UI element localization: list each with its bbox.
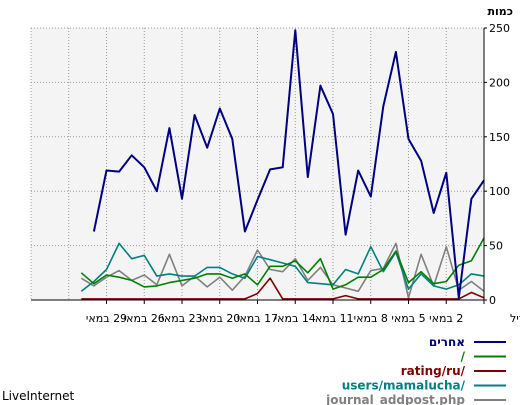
x-tick-label: 11 במאי xyxy=(312,312,353,325)
grid xyxy=(30,27,485,301)
x-tick-label: 20 במאי xyxy=(199,312,240,325)
x-tick-label: 5 במאי xyxy=(391,312,425,325)
legend: אחרים/rating/ru/users/mamalucha/journal_… xyxy=(325,335,506,405)
legend-label: / xyxy=(461,350,466,364)
series-line-1 xyxy=(92,29,485,299)
x-tick-label: 2 במאי xyxy=(429,312,463,325)
y-tick-label: 250 xyxy=(489,22,510,35)
y-tick-label: 150 xyxy=(489,131,510,144)
series-line-3 xyxy=(81,277,485,300)
series-group xyxy=(80,29,485,300)
y-tick-label: 0 xyxy=(489,294,496,307)
x-tick-label: 29 במאי xyxy=(86,312,127,325)
x-tick-label: 23 במאי xyxy=(161,312,202,325)
y-tick-label: 100 xyxy=(489,185,510,198)
x-tick-label: 14 במאי xyxy=(275,312,316,325)
legend-label: rating/ru/ xyxy=(401,364,466,378)
series-line-2 xyxy=(80,237,485,290)
x-tick-label: 29 באפריל xyxy=(510,312,520,325)
x-tick-label: 26 במאי xyxy=(124,312,165,325)
brand-label: LiveInternet xyxy=(2,389,74,403)
legend-label: users/mamalucha/ xyxy=(342,379,466,393)
y-tick-label: 200 xyxy=(489,76,510,89)
legend-label: journal_addpost.php xyxy=(325,393,465,405)
y-tick-labels: 0 50 100 150 200 250 xyxy=(484,22,510,307)
series-line-4 xyxy=(80,242,485,292)
y-axis-label: כמות xyxy=(488,5,513,18)
plot-area xyxy=(30,27,485,301)
x-tick-label: 8 במאי xyxy=(354,312,388,325)
legend-label: אחרים xyxy=(429,335,465,349)
x-tick-label: 17 במאי xyxy=(237,312,278,325)
series-line-5 xyxy=(80,242,485,299)
y-tick-label: 50 xyxy=(489,240,503,253)
